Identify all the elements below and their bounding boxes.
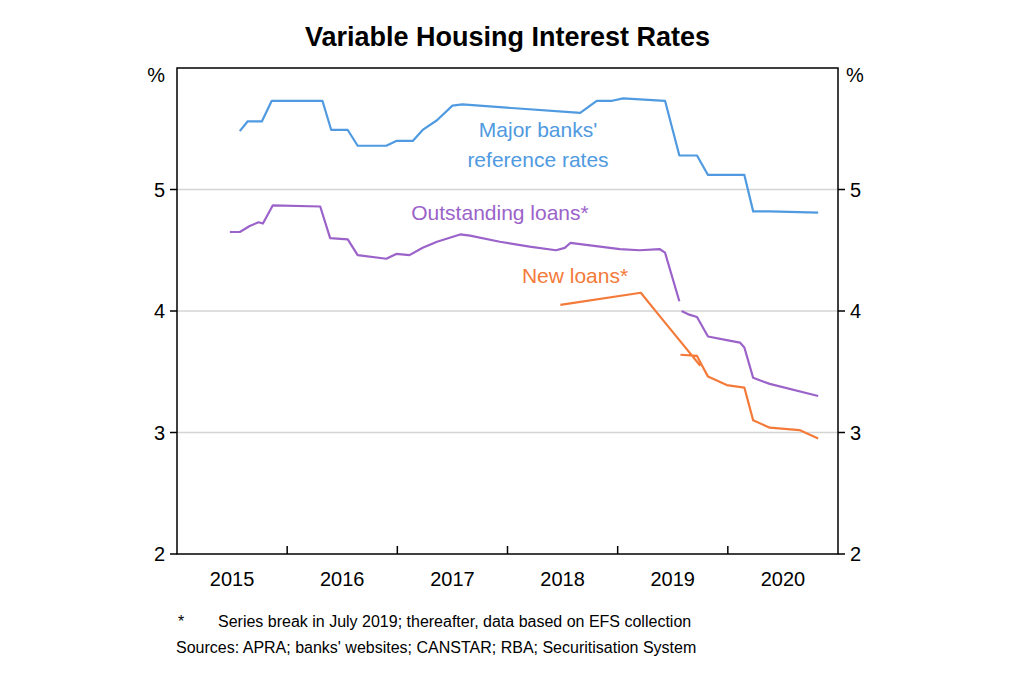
y-tick-label: 2 (850, 543, 861, 565)
y-tick (838, 553, 845, 555)
source: Sources: APRA; banks' websites; CANSTAR;… (176, 639, 696, 656)
y-tick-label: 5 (154, 179, 165, 201)
y-tick (170, 432, 177, 434)
y-tick (170, 310, 177, 312)
y-tick-label: 3 (154, 422, 165, 444)
y-tick-label: 4 (850, 300, 861, 322)
y-tick (170, 553, 177, 555)
x-tick-label: 2020 (761, 568, 806, 590)
grid-line (177, 310, 838, 312)
y-tick-label: 5 (850, 179, 861, 201)
x-tick-label: 2017 (430, 568, 475, 590)
series-label: Outstanding loans* (411, 201, 588, 224)
x-tick-label: 2015 (210, 568, 255, 590)
title: Variable Housing Interest Rates (305, 22, 710, 52)
series-line (560, 293, 818, 439)
x-tick (727, 546, 729, 554)
y-tick (170, 189, 177, 191)
y-tick (838, 189, 845, 191)
plot-frame (177, 68, 838, 554)
y-tick-label: 2 (154, 543, 165, 565)
x-tick-label: 2019 (651, 568, 696, 590)
chart: Variable Housing Interest Rates 2 2 3 3 4 4 5 5%… (0, 0, 1024, 683)
series-line (230, 205, 818, 396)
series-label-line: Major banks' (479, 118, 597, 141)
y-tick (838, 432, 845, 434)
series-group (230, 98, 818, 438)
series-label-line: reference rates (467, 148, 608, 171)
x-tick-label: 2016 (320, 568, 365, 590)
grid-line (177, 432, 838, 434)
series-line (240, 98, 818, 212)
x-tick (286, 546, 288, 554)
series-label: Major banks' reference rates (467, 118, 608, 171)
x-tick (397, 546, 399, 554)
x-tick (507, 546, 509, 554)
grid-line (177, 189, 838, 191)
y-tick-label: 3 (850, 422, 861, 444)
note: Series break in July 2019; thereafter, d… (218, 613, 691, 630)
y-axis-unit: % (147, 64, 165, 86)
note-marker: * (178, 613, 184, 630)
y-tick (838, 310, 845, 312)
x-tick-label: 2018 (540, 568, 585, 590)
series-label: New loans* (522, 264, 628, 287)
x-tick (617, 546, 619, 554)
y-axis-unit: % (846, 64, 864, 86)
y-tick-label: 4 (154, 300, 165, 322)
